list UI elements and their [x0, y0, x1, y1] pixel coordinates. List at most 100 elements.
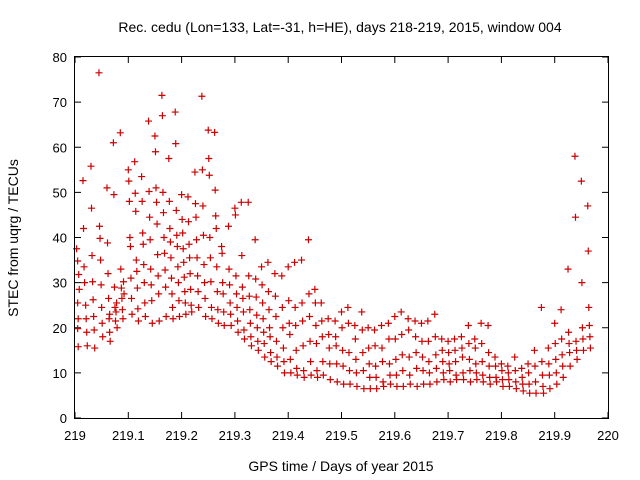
data-point: [194, 288, 202, 296]
data-point: [344, 303, 352, 311]
data-point: [192, 213, 200, 221]
data-point: [479, 378, 487, 386]
data-point: [505, 382, 513, 390]
data-point: [552, 355, 560, 363]
data-point: [286, 355, 294, 363]
data-point: [472, 369, 480, 377]
data-point: [359, 349, 367, 357]
data-point: [459, 369, 467, 377]
data-point: [106, 310, 114, 318]
data-point: [220, 321, 228, 329]
data-point: [465, 340, 473, 348]
y-tick-label: 10: [53, 366, 67, 381]
data-point: [219, 290, 227, 298]
data-point: [274, 362, 282, 370]
data-point: [486, 380, 494, 388]
data-point: [98, 319, 106, 327]
data-point: [293, 364, 301, 372]
data-point: [417, 319, 425, 327]
data-point: [82, 315, 90, 323]
data-point: [74, 343, 82, 351]
data-point: [271, 292, 279, 300]
data-point: [424, 317, 432, 325]
data-point: [339, 362, 347, 370]
data-point: [525, 369, 533, 377]
data-point: [272, 312, 280, 320]
data-point: [213, 288, 221, 296]
data-point: [181, 299, 189, 307]
data-point: [364, 324, 372, 332]
data-point: [511, 353, 519, 361]
data-point: [544, 344, 552, 352]
data-point: [98, 303, 106, 311]
data-point: [477, 319, 485, 327]
data-point: [311, 285, 319, 293]
data-point: [219, 279, 227, 287]
data-point: [418, 337, 426, 345]
data-point: [352, 369, 360, 377]
data-point: [202, 312, 210, 320]
data-point: [128, 310, 136, 318]
data-point: [571, 152, 579, 160]
data-point: [298, 256, 306, 264]
data-point: [74, 315, 82, 323]
data-point: [391, 335, 399, 343]
data-point: [131, 158, 139, 166]
data-point: [118, 294, 126, 302]
data-point: [264, 258, 272, 266]
data-point: [292, 321, 300, 329]
data-point: [305, 290, 313, 298]
data-point: [173, 231, 181, 239]
data-point: [545, 371, 553, 379]
data-point: [260, 340, 268, 348]
data-point: [432, 351, 440, 359]
data-point: [252, 275, 260, 283]
data-point: [117, 284, 125, 292]
data-point: [286, 331, 294, 339]
data-point: [87, 162, 95, 170]
data-point: [471, 344, 479, 352]
data-point: [287, 369, 295, 377]
data-point: [540, 389, 548, 397]
data-point: [254, 346, 262, 354]
data-point: [201, 279, 209, 287]
data-point: [166, 238, 174, 246]
data-point: [399, 382, 407, 390]
data-point: [234, 317, 242, 325]
data-point: [95, 69, 103, 77]
data-point: [405, 326, 413, 334]
data-point: [413, 364, 421, 372]
data-point: [110, 283, 118, 291]
data-point: [172, 206, 180, 214]
data-point: [112, 317, 120, 325]
data-point: [181, 288, 189, 296]
data-point: [392, 371, 400, 379]
data-point: [358, 308, 366, 316]
data-point: [565, 328, 573, 336]
data-point: [498, 367, 506, 375]
data-point: [498, 376, 506, 384]
data-point: [199, 231, 207, 239]
data-point: [397, 308, 405, 316]
data-point: [279, 344, 287, 352]
data-point: [531, 362, 539, 370]
data-point: [304, 236, 312, 244]
data-point: [578, 279, 586, 287]
data-point: [211, 128, 219, 136]
data-point: [460, 376, 468, 384]
data-point: [260, 328, 268, 336]
data-point: [159, 188, 167, 196]
data-point: [259, 299, 267, 307]
data-point: [484, 321, 492, 329]
data-point: [485, 349, 493, 357]
data-point: [499, 382, 507, 390]
data-point: [126, 243, 134, 251]
data-point: [505, 376, 513, 384]
data-point: [325, 331, 333, 339]
data-point: [218, 243, 226, 251]
data-point: [326, 360, 334, 368]
data-point: [293, 371, 301, 379]
data-point: [258, 263, 266, 271]
data-point: [214, 319, 222, 327]
data-point: [385, 335, 393, 343]
